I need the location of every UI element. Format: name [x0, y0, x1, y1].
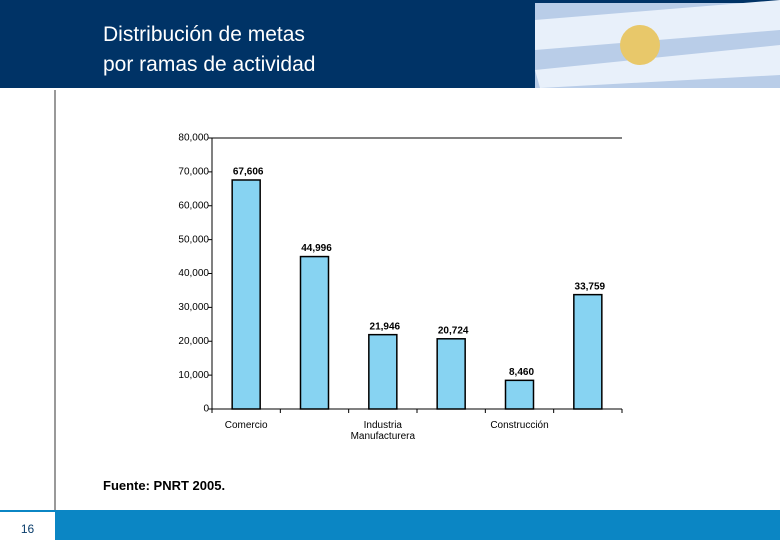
bar — [299, 255, 330, 410]
x-tick-label: Construcción — [490, 420, 549, 431]
value-label: 44,996 — [301, 243, 332, 254]
bar — [504, 379, 535, 410]
y-tick-label: 80,000 — [178, 133, 209, 144]
y-tick-label: 20,000 — [178, 336, 209, 347]
y-tick-label: 0 — [203, 404, 209, 415]
title-line: por ramas de actividad — [103, 53, 316, 76]
bar — [573, 293, 603, 410]
page-number: 16 — [0, 512, 55, 540]
value-label: 67,606 — [233, 167, 264, 178]
x-tick-label: Comercio — [224, 420, 268, 431]
x-tick-label: Industria Manufacturera — [350, 420, 416, 442]
y-tick-label: 10,000 — [178, 370, 209, 381]
value-label: 8,460 — [509, 367, 534, 378]
source: Fuente: PNRT 2005. — [103, 478, 226, 493]
value-label: 33,759 — [575, 281, 606, 292]
y-tick-label: 30,000 — [178, 302, 209, 313]
value-label: 20,724 — [438, 325, 469, 336]
bar — [436, 338, 466, 410]
flag-sun — [620, 25, 660, 65]
bar — [368, 333, 398, 410]
flag-stripes — [535, 0, 780, 88]
y-tick-label: 70,000 — [178, 167, 209, 178]
bar — [231, 179, 261, 410]
y-tick-label: 60,000 — [178, 200, 209, 211]
value-label: 21,946 — [370, 321, 401, 332]
y-tick-label: 50,000 — [178, 234, 209, 245]
y-tick-label: 40,000 — [178, 268, 209, 279]
title: Distribución de metas por ramas de activ… — [103, 20, 315, 80]
footer-band — [0, 510, 780, 540]
title-line: Distribución de metas — [103, 23, 305, 46]
